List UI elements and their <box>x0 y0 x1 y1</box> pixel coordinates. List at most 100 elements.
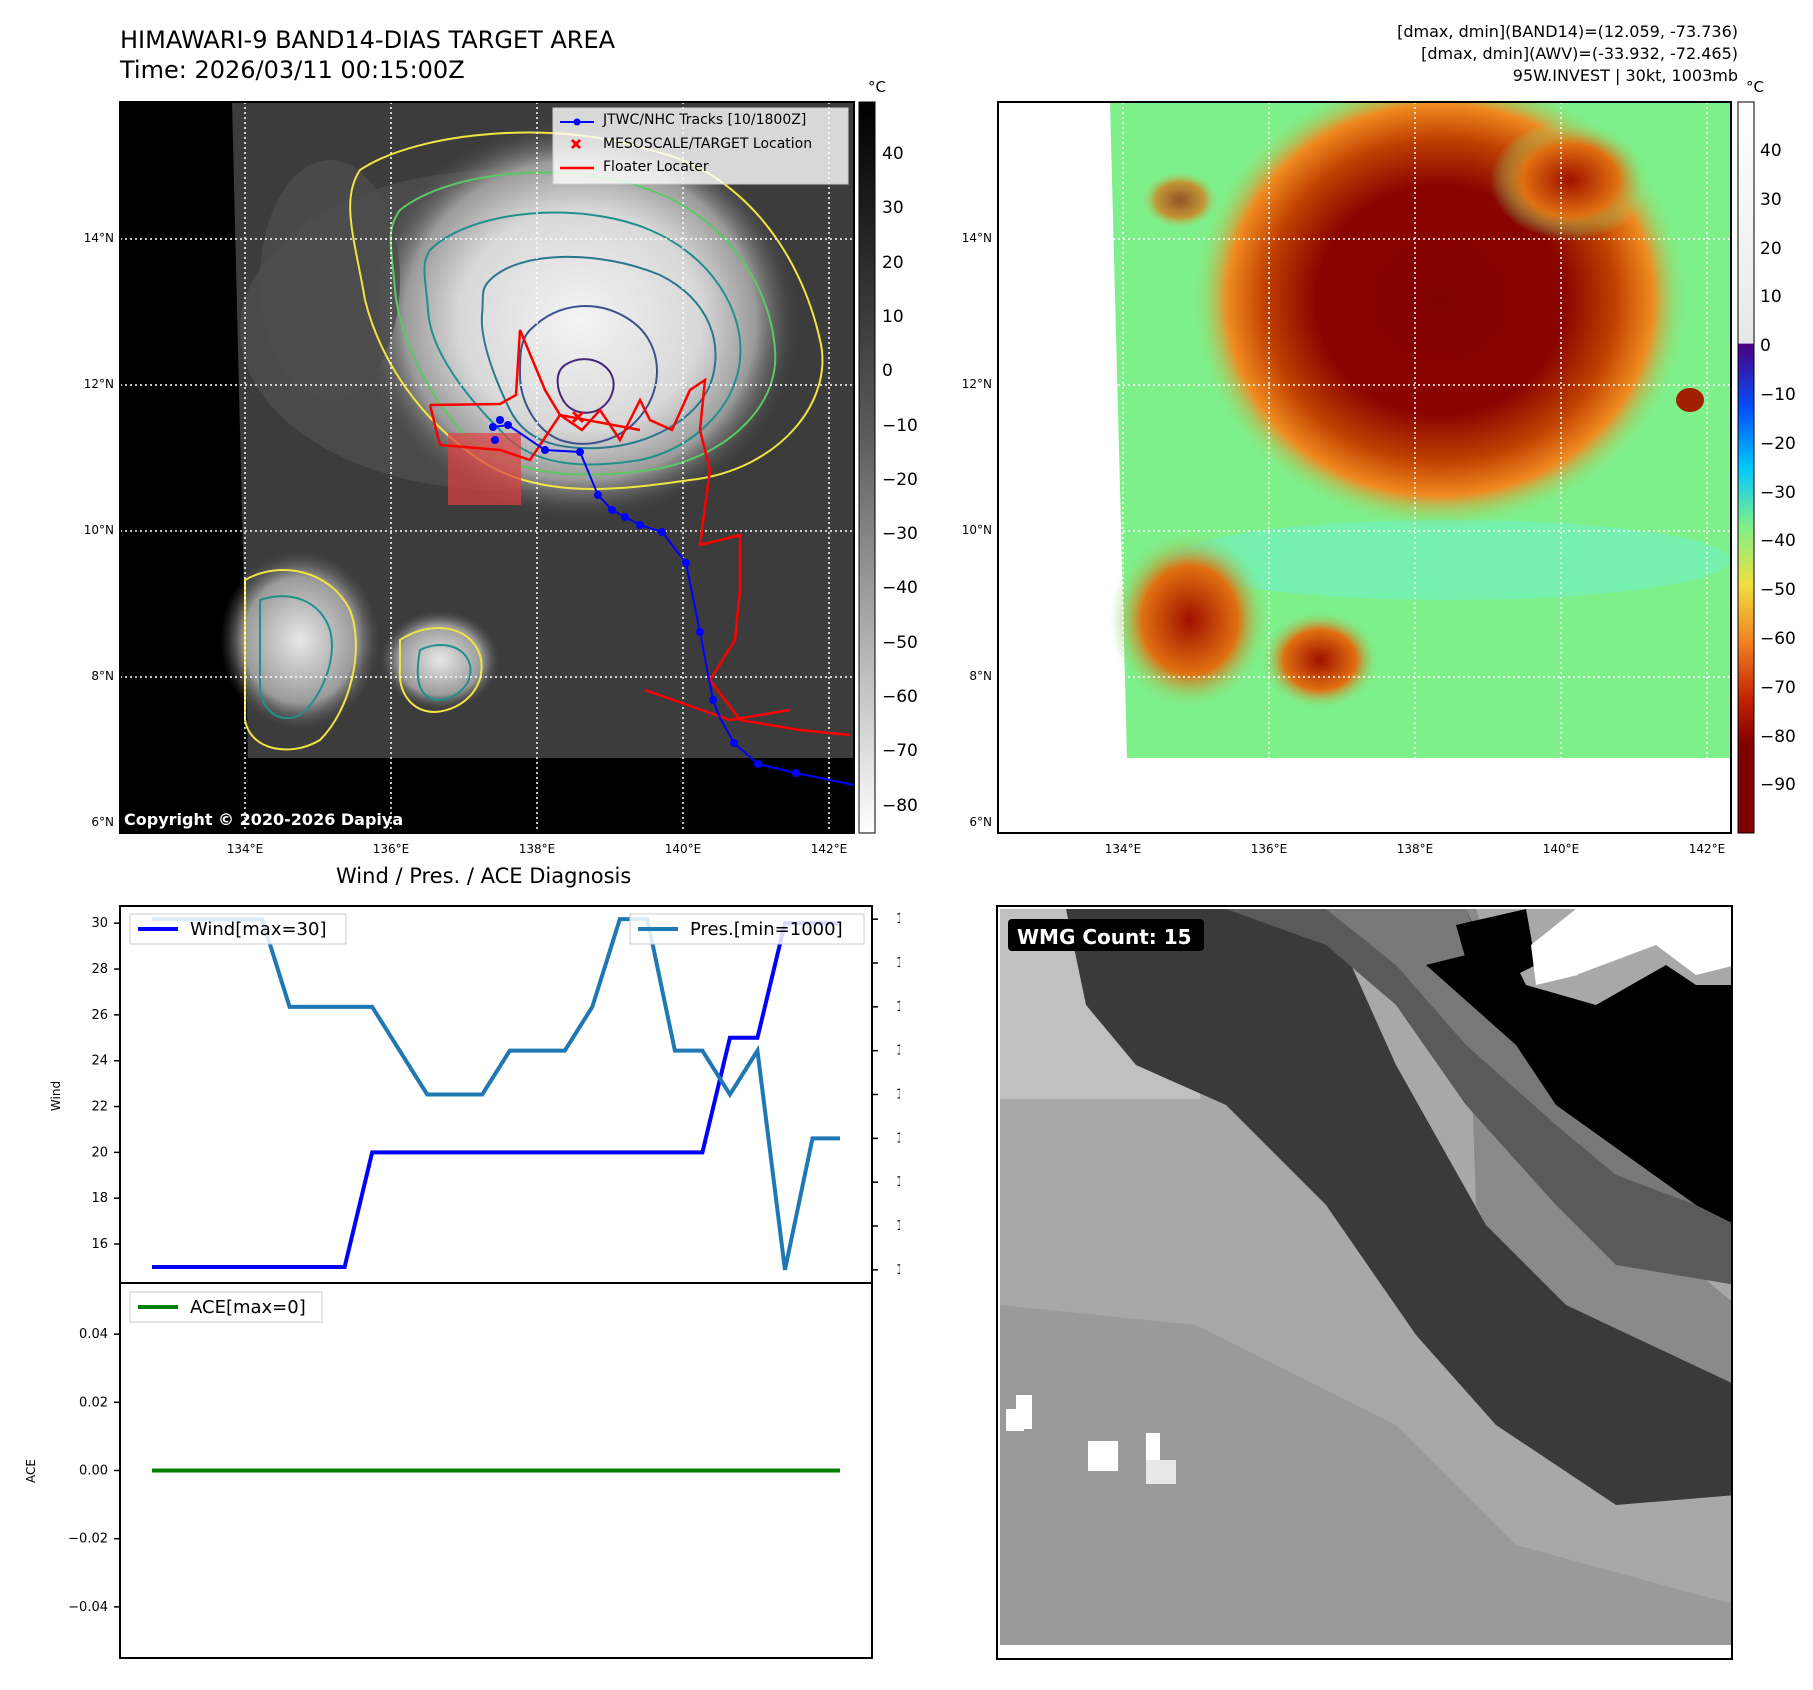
ir-colorbar-tick: −20 <box>882 469 918 490</box>
target-location-marker <box>571 410 585 424</box>
lon-tick-label: 134°E <box>226 842 264 856</box>
pressure-tick-label: 1003 <box>896 1131 900 1146</box>
ir-colorbar-tick: 20 <box>882 252 904 273</box>
wind-tick-label: 16 <box>91 1237 108 1252</box>
lat-tick-label: 10°N <box>83 523 114 537</box>
pressure-tick-label: 1004 <box>896 1088 900 1103</box>
diag-chart: 16 18 20 22 24 26 28 30 1000 1001 1002 1003 1004 1005… <box>24 905 900 1659</box>
lat-tick-label: 8°N <box>969 669 992 683</box>
awv-colorbar-tick: −60 <box>1760 629 1796 649</box>
info-band14-range: [dmax, dmin](BAND14)=(12.059, -73.736) <box>1397 22 1738 41</box>
lon-tick-label: 140°E <box>1542 842 1580 856</box>
lon-tick-label: 140°E <box>664 842 702 856</box>
wind-axis-label: Wind <box>49 1081 63 1111</box>
ir-map-frame <box>119 101 855 834</box>
ace-axis-label: ACE <box>24 1459 38 1483</box>
awv-colorbar-tick: −70 <box>1760 677 1796 698</box>
copyright-text: Copyright © 2020-2026 Dapiya <box>124 810 404 829</box>
wind-tick-label: 24 <box>91 1054 108 1069</box>
contour-blue <box>518 305 658 445</box>
info-awv-range: [dmax, dmin](AWV)=(-33.932, -72.465) <box>1421 44 1738 63</box>
wind-series-line <box>152 921 840 1269</box>
awv-colorbar-unit: °C <box>1746 78 1764 96</box>
ir-colorbar-tick: 10 <box>882 306 904 327</box>
ir-colorbar-tick: 0 <box>882 361 893 382</box>
awv-colorbar-tick: 40 <box>1760 141 1782 161</box>
ace-legend-label: ACE[max=0] <box>190 1297 306 1318</box>
wind-tick-label: 28 <box>91 962 108 977</box>
wind-tick-label: 30 <box>91 916 108 931</box>
ace-tick-label: 0.04 <box>79 1327 108 1342</box>
contour-purple <box>556 358 615 414</box>
target-box <box>448 433 521 505</box>
map-legend-entry-track: JTWC/NHC Tracks [10/1800Z] <box>603 112 807 128</box>
lat-tick-label: 12°N <box>83 377 114 391</box>
lat-tick-label: 10°N <box>961 523 992 537</box>
awv-colorbar <box>1737 101 1755 834</box>
ir-map <box>120 102 854 833</box>
lon-tick-label: 134°E <box>1104 842 1142 856</box>
awv-colorbar-tick: −90 <box>1760 775 1796 796</box>
awv-colorbar-tick: −10 <box>1760 385 1796 405</box>
wind-tick-label: 22 <box>91 1100 108 1115</box>
wmg-panel <box>996 905 1733 1660</box>
pressure-tick-label: 1002 <box>896 1175 900 1190</box>
awv-colorbar-tick: 20 <box>1760 238 1782 259</box>
awv-colorbar-tick: −40 <box>1760 531 1796 552</box>
awv-map-frame <box>997 101 1732 834</box>
lat-tick-label: 6°N <box>91 815 114 829</box>
pressure-tick-label: 1005 <box>896 1044 900 1059</box>
awv-map <box>998 102 1731 833</box>
figure-title: HIMAWARI-9 BAND14-DIAS TARGET AREA <box>120 26 616 54</box>
map-legend <box>552 107 849 185</box>
contour-cyan <box>480 255 717 450</box>
lon-tick-label: 136°E <box>372 842 410 856</box>
wind-tick-label: 20 <box>91 1145 108 1160</box>
ir-colorbar <box>858 101 876 834</box>
wind-pres-axes <box>119 905 873 1284</box>
pressure-legend-label: Pres.[min=1000] <box>690 919 843 940</box>
lon-tick-label: 136°E <box>1250 842 1288 856</box>
pressure-tick-label: 1007 <box>896 956 900 971</box>
ir-colorbar-tick: −50 <box>882 632 918 653</box>
wmg-badge <box>1008 919 1204 951</box>
lat-tick-label: 8°N <box>91 669 114 683</box>
lon-tick-label: 142°E <box>1688 842 1726 856</box>
lon-tick-label: 138°E <box>518 842 556 856</box>
lat-tick-label: 12°N <box>961 377 992 391</box>
ir-colorbar-tick: −60 <box>882 687 918 707</box>
ir-colorbar-tick: −80 <box>882 795 918 816</box>
awv-colorbar-tick: 30 <box>1760 189 1782 210</box>
pressure-tick-label: 1001 <box>896 1219 900 1234</box>
ir-colorbar-unit: °C <box>868 78 886 96</box>
map-legend-entry-target: MESOSCALE/TARGET Location <box>603 136 813 152</box>
figure-time: Time: 2026/03/11 00:15:00Z <box>120 56 465 84</box>
lon-tick-label: 138°E <box>1396 842 1434 856</box>
jtwc-track-points <box>489 416 800 777</box>
wmg-count-label: WMG Count: 15 <box>1017 925 1192 949</box>
ir-colorbar-tick: 30 <box>882 198 904 219</box>
floater-locater-line <box>429 329 851 737</box>
ir-colorbar-tick: −30 <box>882 524 918 545</box>
pressure-tick-label: 1000 <box>896 1263 900 1278</box>
map-legend-entry-floater: Floater Locater <box>603 159 709 175</box>
awv-colorbar-tick: 10 <box>1760 287 1782 308</box>
awv-colorbar-tick: −50 <box>1760 580 1796 601</box>
awv-colorbar-tick: −20 <box>1760 433 1796 454</box>
diag-title: Wind / Pres. / ACE Diagnosis <box>336 864 632 888</box>
ace-tick-label: 0.00 <box>79 1464 108 1479</box>
lat-tick-label: 14°N <box>83 231 114 245</box>
awv-colorbar-tick: −30 <box>1760 482 1796 503</box>
ir-colorbar-tick: −70 <box>882 741 918 762</box>
ir-colorbar-tick: −10 <box>882 415 918 436</box>
info-storm-summary: 95W.INVEST | 30kt, 1003mb <box>1512 66 1738 85</box>
ace-tick-label: −0.02 <box>68 1532 108 1547</box>
ir-colorbar-tick: −40 <box>882 578 918 599</box>
wind-tick-label: 18 <box>91 1191 108 1206</box>
awv-gridlines <box>998 102 1731 833</box>
lat-tick-label: 14°N <box>961 231 992 245</box>
lon-tick-label: 142°E <box>810 842 848 856</box>
map-panels <box>119 101 1755 834</box>
ir-colorbar-tick: 40 <box>882 144 904 164</box>
ir-gridlines <box>120 102 854 833</box>
